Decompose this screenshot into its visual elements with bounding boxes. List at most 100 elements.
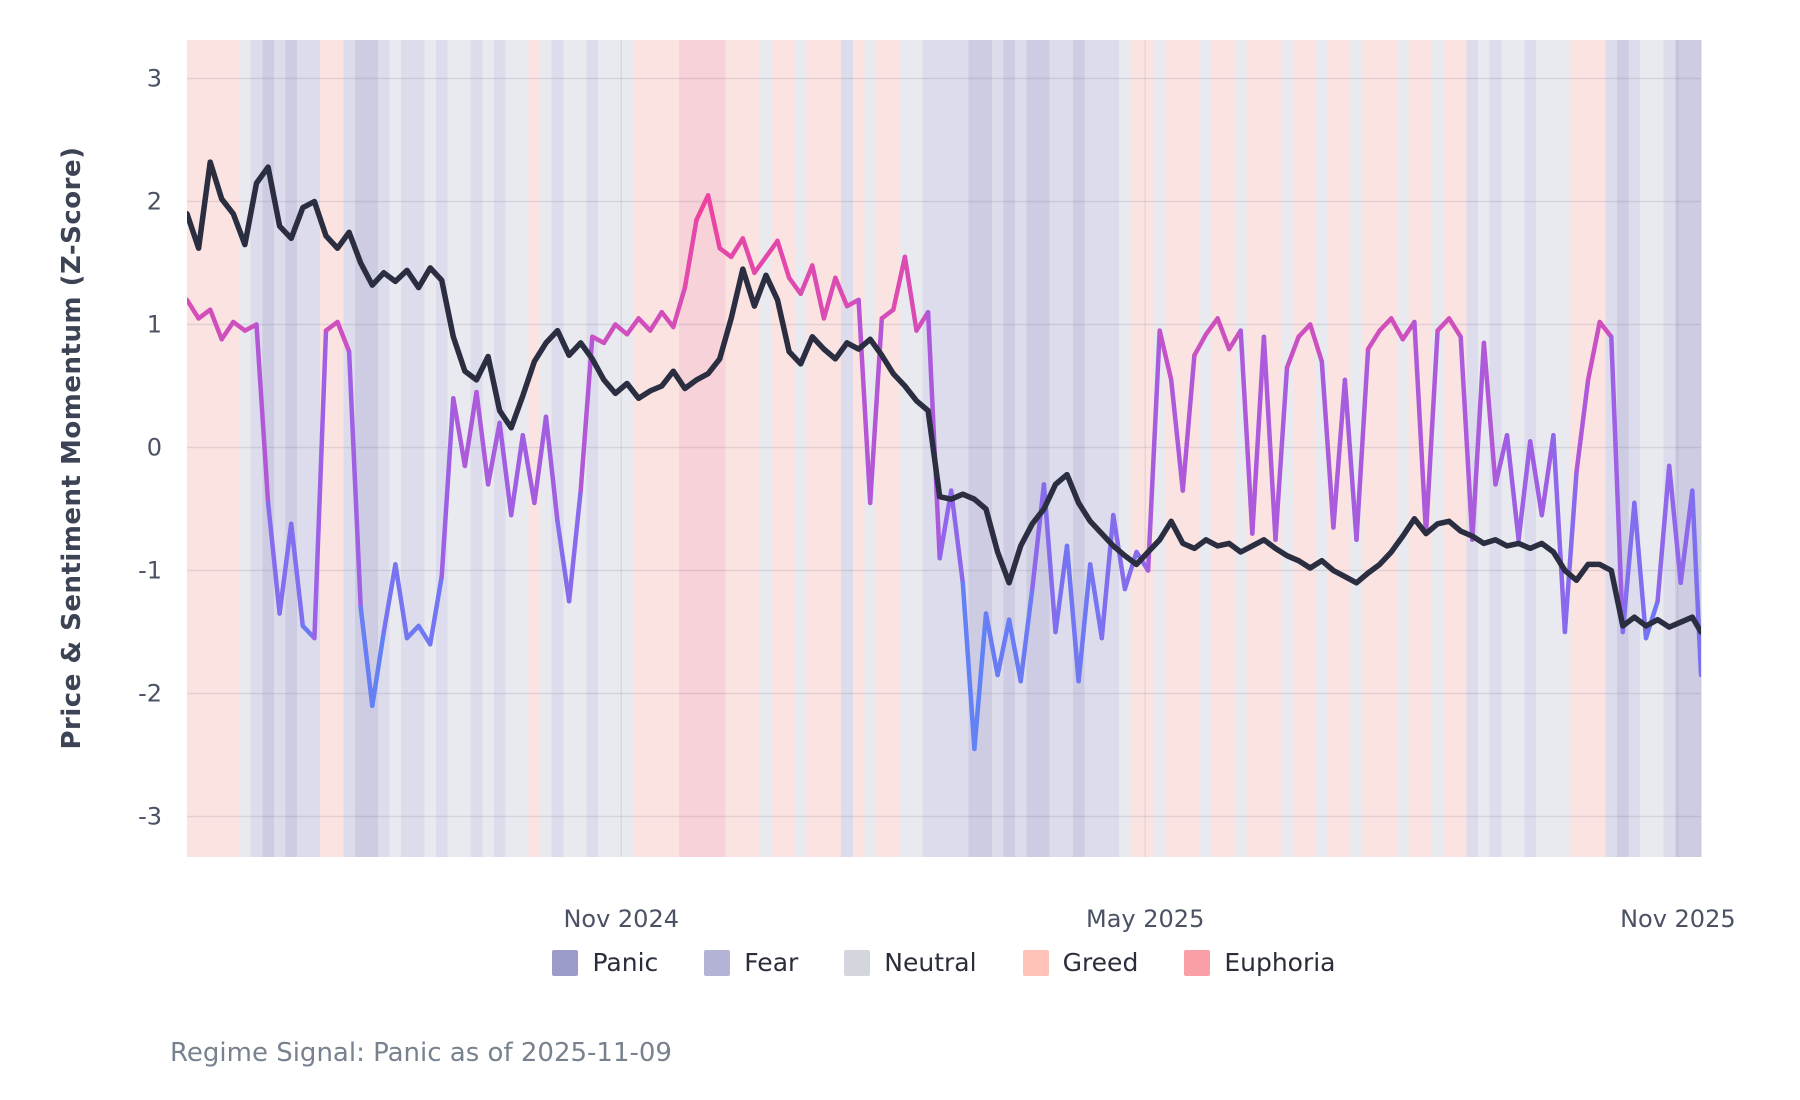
sentiment-line-segment xyxy=(1446,316,1463,340)
regime-band-fear xyxy=(586,40,599,857)
regime-band-neutral xyxy=(1651,40,1664,857)
legend-swatch-neutral xyxy=(844,949,871,976)
regime-band-neutral xyxy=(1431,40,1444,857)
sentiment-line-segment xyxy=(1609,334,1626,635)
regime-band-neutral xyxy=(1153,40,1167,857)
sentiment-line-segment xyxy=(1377,316,1394,333)
sentiment-line-segment xyxy=(1261,334,1278,543)
regime-band-greed xyxy=(192,40,205,857)
sentiment-line-segment xyxy=(231,319,248,333)
regime-band-greed xyxy=(1362,40,1375,857)
sentiment-line-segment xyxy=(821,275,838,321)
regime-band-neutral xyxy=(505,40,518,857)
sentiment-line-segment xyxy=(1365,328,1382,352)
legend: Panic Fear Neutral Greed Euphoria xyxy=(187,948,1701,977)
regime-band-greed xyxy=(1304,40,1317,857)
regime-band-greed xyxy=(1188,40,1201,857)
regime-band-greed xyxy=(1165,40,1178,857)
regime-band-greed xyxy=(1408,40,1421,857)
sentiment-line-segment xyxy=(1470,340,1487,543)
regime-band-fear xyxy=(1049,40,1062,857)
y-tick-label: 3 xyxy=(147,65,162,93)
regime-band-neutral xyxy=(1200,40,1213,857)
regime-band-neutral xyxy=(1397,40,1410,857)
regime-band-fear xyxy=(378,40,391,857)
regime-band-panic xyxy=(1674,40,1688,857)
regime-band-fear xyxy=(493,40,507,857)
regime-band-fear xyxy=(1628,40,1641,857)
regime-band-greed xyxy=(227,40,240,857)
sentiment-line-segment xyxy=(1215,316,1232,352)
y-tick-label: -3 xyxy=(138,803,162,831)
regime-band-greed xyxy=(1582,40,1595,857)
sentiment-line-segment xyxy=(1458,334,1475,543)
regime-band-greed xyxy=(725,40,738,857)
legend-swatch-greed xyxy=(1022,949,1049,976)
legend-item-neutral[interactable]: Neutral xyxy=(844,948,977,977)
regime-band-fear xyxy=(551,40,564,857)
legend-item-panic[interactable]: Panic xyxy=(552,948,658,977)
regime-band-fear xyxy=(401,40,414,857)
sentiment-line-segment xyxy=(370,629,387,709)
regime-band-greed xyxy=(1258,40,1271,857)
sentiment-line-segment xyxy=(532,414,549,506)
sentiment-line-segment xyxy=(254,322,271,506)
regime-band-neutral xyxy=(574,40,588,857)
sentiment-line-segment xyxy=(1157,328,1174,383)
sentiment-line-segment xyxy=(752,254,769,276)
sentiment-line-segment xyxy=(1168,377,1186,493)
regime-band-greed xyxy=(1130,40,1143,857)
sentiment-line-segment xyxy=(1319,359,1336,530)
regime-band-panic xyxy=(1617,40,1630,857)
legend-label: Fear xyxy=(744,948,799,977)
regime-band-greed xyxy=(1142,40,1155,857)
sentiment-line-segment xyxy=(346,349,363,610)
legend-item-greed[interactable]: Greed xyxy=(1022,948,1139,977)
sentiment-line-segment xyxy=(763,238,780,260)
regime-band-panic xyxy=(980,40,993,857)
regime-band-greed xyxy=(829,40,842,857)
regime-band-fear xyxy=(297,40,310,857)
regime-band-greed xyxy=(632,40,645,857)
sentiment-line-segment xyxy=(393,562,410,641)
sentiment-line-segment xyxy=(1551,432,1568,635)
legend-label: Greed xyxy=(1062,948,1139,977)
legend-swatch-euphoria xyxy=(1184,949,1211,976)
sentiment-line-segment xyxy=(219,319,236,342)
legend-item-euphoria[interactable]: Euphoria xyxy=(1184,948,1336,977)
regime-band-greed xyxy=(1454,40,1468,857)
sentiment-line-segment xyxy=(1481,340,1498,487)
regime-band-neutral xyxy=(864,40,877,857)
sentiment-line-segment xyxy=(1203,316,1220,337)
regime-band-neutral xyxy=(540,40,553,857)
legend-item-fear[interactable]: Fear xyxy=(704,948,798,977)
sentiment-line-segment xyxy=(1018,586,1035,684)
x-tick-label: May 2025 xyxy=(1086,905,1204,933)
regime-band-neutral xyxy=(239,40,252,857)
series-layer xyxy=(187,159,1701,752)
sentiment-line-segment xyxy=(798,263,815,297)
sentiment-line-segment xyxy=(1574,377,1591,475)
regime-band-greed xyxy=(1223,40,1236,857)
legend-label: Neutral xyxy=(884,948,977,977)
x-tick-label: Nov 2024 xyxy=(563,905,679,933)
y-tick-label: 1 xyxy=(147,311,162,339)
sentiment-line-segment xyxy=(728,236,746,260)
regime-band-greed xyxy=(655,40,669,857)
sentiment-line-segment xyxy=(1354,346,1371,543)
sentiment-line-segment xyxy=(1099,512,1116,641)
sentiment-line-segment xyxy=(1597,319,1614,340)
regime-band-panic xyxy=(285,40,298,857)
sentiment-line-segment xyxy=(705,193,722,251)
regime-band-fear xyxy=(933,40,947,857)
regime-band-neutral xyxy=(794,40,808,857)
regime-band-euphoria xyxy=(713,40,727,857)
sentiment-line-segment xyxy=(1655,463,1672,604)
regime-band-greed xyxy=(1269,40,1282,857)
sentiment-line-segment xyxy=(694,193,711,223)
regime-band-greed xyxy=(1570,40,1583,857)
sentiment-line-segment xyxy=(187,297,201,321)
regime-band-greed xyxy=(1420,40,1433,857)
